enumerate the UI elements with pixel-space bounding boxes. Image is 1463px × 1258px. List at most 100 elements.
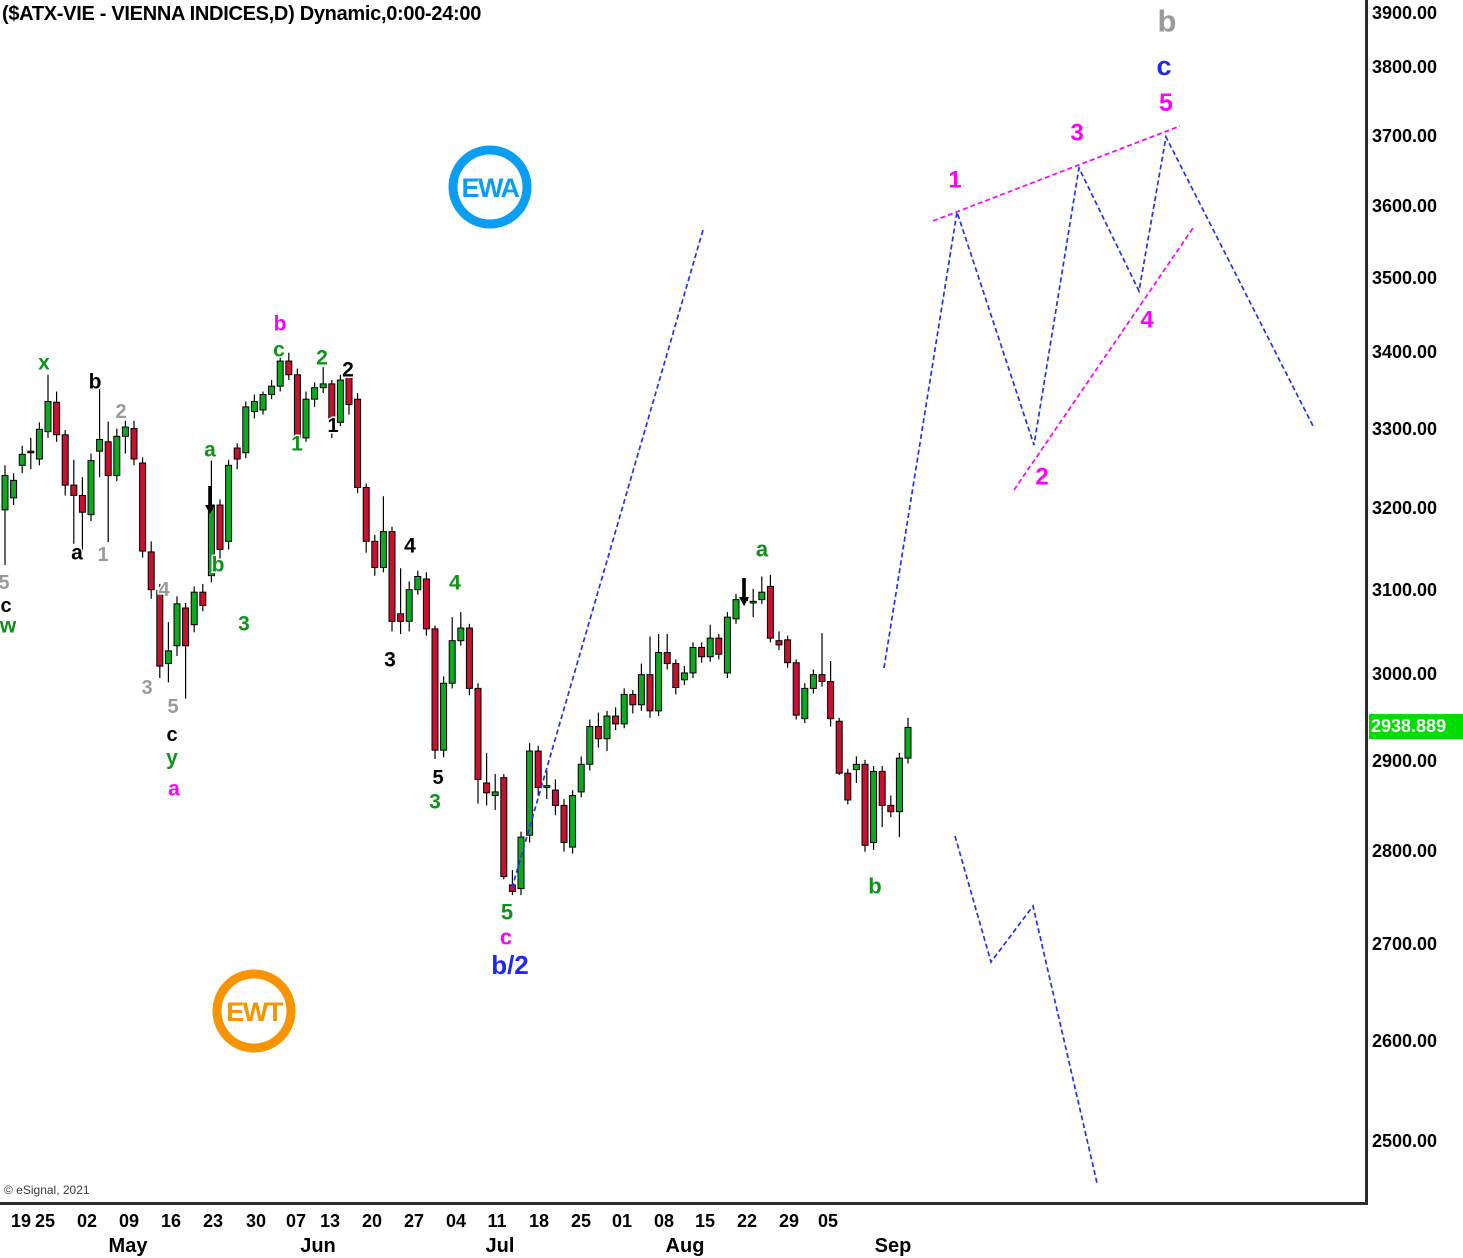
candle (53, 391, 61, 442)
candle (689, 642, 697, 679)
candle-body (371, 540, 379, 568)
candle-body (543, 785, 551, 788)
candle-body (895, 757, 903, 813)
esignal-copyright: © eSignal, 2021 (4, 1183, 90, 1197)
wave-label: w (0, 615, 17, 638)
wave-label: c (273, 339, 285, 362)
price-axis-label: 3500.00 (1372, 268, 1438, 289)
candle (818, 633, 826, 687)
candle-body (732, 599, 740, 620)
candle-body (104, 441, 112, 477)
wave-label: b/2 (491, 950, 529, 980)
candle-body (612, 715, 620, 725)
wave-label: b (868, 874, 881, 899)
date-tick-label: 25 (570, 1211, 592, 1231)
month-label: Jul (485, 1235, 515, 1257)
candle (96, 384, 104, 478)
candlestick-series (1, 352, 912, 896)
wave-label: b (274, 313, 287, 336)
candle-body (242, 406, 250, 454)
candle-body (870, 770, 878, 844)
candle (526, 743, 534, 843)
down-arrow-marker (205, 486, 215, 514)
last-price-badge: 2938.889 (1369, 714, 1463, 740)
wave-projection-line (954, 835, 1098, 1184)
candle-body (431, 628, 439, 751)
candle (293, 368, 301, 452)
candle-body (887, 804, 895, 813)
candle (70, 459, 78, 544)
price-axis-label: 3900.00 (1372, 3, 1438, 23)
candle-body (465, 627, 473, 689)
candle-body (792, 662, 800, 716)
candle (216, 499, 224, 564)
logo-text: EWA (461, 173, 519, 203)
candle (698, 642, 706, 663)
price-axis-label: 3000.00 (1372, 663, 1438, 684)
candle (405, 581, 413, 632)
wave-label: 3 (1070, 120, 1083, 147)
wave-label: a (756, 537, 769, 562)
candle-body (18, 453, 26, 466)
candle (792, 659, 800, 720)
candle (311, 382, 319, 407)
candle-body (216, 504, 224, 550)
candle (870, 766, 878, 850)
candle (225, 459, 233, 550)
candle-body (560, 804, 568, 844)
candle-body (156, 590, 164, 667)
candle (336, 374, 344, 427)
logo-text: EWT (226, 997, 283, 1027)
candle (543, 770, 551, 800)
candle-body (904, 726, 912, 759)
candle-body (878, 770, 886, 806)
candle-body (422, 578, 430, 630)
down-arrow-marker (739, 578, 749, 606)
candle-body (852, 763, 860, 771)
candle (715, 633, 723, 660)
candle-body (517, 836, 525, 890)
price-axis-label: 3700.00 (1372, 125, 1438, 146)
wave-label: a (204, 439, 216, 462)
date-tick-label: 11 (487, 1211, 507, 1231)
time-axis[interactable]: 19 25 02 09 16 23 30 07 13 20 27 04 11 18 25 01 08 15 22 29… (0, 1205, 1463, 1258)
candle-body (646, 674, 654, 712)
date-tick-label: 29 (778, 1211, 800, 1231)
wave-label: 1 (97, 544, 108, 566)
candle-body (182, 607, 190, 647)
candle-body (233, 447, 241, 460)
price-axis-label: 2600.00 (1372, 1030, 1438, 1051)
price-axis-label: 2900.00 (1372, 750, 1438, 771)
candle (35, 422, 43, 466)
candle-body (250, 400, 258, 413)
candle (827, 661, 835, 727)
date-tick-label: 04 (445, 1211, 467, 1231)
candle (569, 790, 577, 854)
candle (861, 759, 869, 852)
candle (130, 420, 138, 466)
price-chart-plot[interactable]: 5 c w x a b 1 2 3 4 5 c y a a b 3 b c 1 2 1 2 3 4 5 3 4 5 c b/2 a b 1 2 3 4 5… (0, 0, 1368, 1205)
date-tick-label: 22 (736, 1211, 758, 1231)
candle-body (388, 531, 396, 622)
price-axis[interactable]: 3900.00 3800.00 3700.00 3600.00 3500.00 3400.… (1368, 0, 1463, 1205)
date-tick-label: 30 (245, 1211, 267, 1231)
candle-body (440, 682, 448, 751)
candle (844, 768, 852, 805)
candle-body (61, 434, 69, 486)
candle (268, 380, 276, 400)
wave-label: 5 (0, 572, 10, 594)
candle-body (319, 383, 327, 389)
wave-label: a (71, 542, 83, 565)
wave-label: 3 (384, 649, 396, 672)
candle (302, 391, 310, 442)
candle (835, 717, 843, 775)
wave-label: 2 (115, 401, 126, 423)
candle (18, 445, 26, 474)
candle-body (672, 663, 680, 689)
chart-canvas[interactable]: 5cwxab12345cyaab3bc1212345345cb/2ab12345… (0, 0, 1368, 1205)
candle (706, 624, 714, 662)
candle-body (190, 591, 198, 626)
candle-body (70, 484, 78, 496)
candle-body (121, 426, 129, 437)
